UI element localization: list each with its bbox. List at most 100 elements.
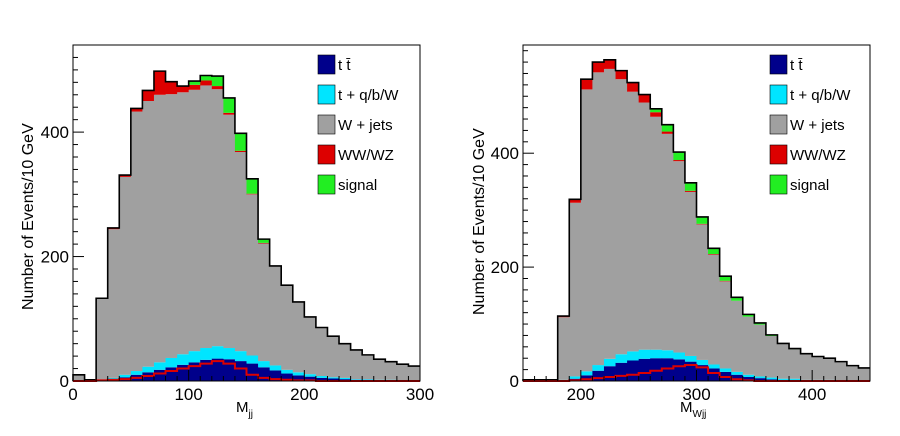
left-bar-signal-16	[258, 239, 271, 243]
right-legend-swatch-diboson	[769, 144, 788, 165]
right-legend-swatch-ttbar	[769, 54, 788, 75]
right-bar-diboson-13	[673, 160, 686, 162]
right-bar-wjets-14	[684, 191, 697, 356]
right-bar-diboson-16	[708, 254, 721, 255]
right-bar-ttbar-14	[684, 361, 697, 381]
left-bar-diboson-10	[188, 84, 201, 90]
left-bar-single_top-10	[188, 351, 201, 363]
right-legend-swatch-signal	[769, 174, 788, 195]
right-bar-diboson-4	[569, 199, 582, 203]
left-bar-wjets-22	[327, 336, 340, 378]
left-bar-single_top-11	[200, 348, 213, 360]
left-bar-wjets-17	[269, 266, 282, 366]
right-panel-mwjj: 200 300 400 0 200 400 Number of Events/10 GeV…	[471, 44, 871, 420]
right-bar-single_top-4	[569, 376, 582, 379]
right-bar-single_top-13	[673, 352, 686, 360]
right-bar-wjets-27	[835, 361, 848, 381]
left-bar-diboson-4	[119, 175, 132, 177]
right-bar-wjets-28	[846, 365, 859, 381]
left-bar-single_top-18	[281, 369, 294, 374]
left-bar-single_top-13	[223, 348, 236, 360]
right-bar-diboson-7	[603, 59, 616, 69]
right-bar-wjets-10	[638, 102, 651, 350]
left-bar-single_top-17	[269, 365, 282, 371]
left-y-axis-label: Number of Events/10 GeV	[20, 123, 37, 310]
left-y-tick-label-0: 0	[60, 372, 69, 391]
right-bar-single_top-17	[719, 368, 732, 372]
left-bar-wjets-25	[362, 354, 375, 380]
left-bar-ttbar-21	[315, 377, 328, 381]
left-bar-signal-14	[234, 133, 247, 151]
left-bar-single_top-20	[304, 374, 317, 377]
left-legend-label-diboson: WW/WZ	[338, 147, 394, 164]
right-bar-wjets-3	[557, 317, 570, 380]
left-legend-label-wjets: W + jets	[338, 117, 393, 134]
right-y-tick-label-2: 400	[491, 144, 519, 163]
right-bar-wjets-17	[719, 281, 732, 369]
right-bar-signal-12	[661, 124, 674, 132]
right-x-axis-label: MWjj	[680, 399, 706, 420]
right-bar-ttbar-12	[661, 358, 674, 381]
right-bar-wjets-11	[650, 116, 663, 350]
right-axes: 200 300 400 0 200 400	[491, 50, 871, 404]
left-bar-single_top-7	[153, 362, 166, 370]
right-bar-wjets-13	[673, 161, 686, 353]
left-bar-wjets-9	[177, 92, 190, 355]
right-x-tick-label-1: 300	[682, 385, 710, 404]
right-bar-ttbar-7	[603, 366, 616, 381]
left-bar-single_top-22	[327, 377, 340, 379]
right-bar-signal-15	[696, 216, 709, 224]
right-bar-ttbar-11	[650, 358, 663, 381]
left-bar-wjets-8	[165, 94, 178, 358]
left-bar-diboson-14	[234, 150, 247, 153]
left-bar-wjets-5	[130, 111, 143, 372]
right-x-tick-label-0: 200	[567, 385, 595, 404]
right-bar-wjets-24	[800, 354, 813, 380]
left-x-label-sub: jj	[248, 409, 253, 420]
left-bar-ttbar-10	[188, 362, 201, 381]
left-bar-wjets-21	[315, 327, 328, 377]
left-bar-wjets-15	[246, 194, 259, 356]
left-stacked-bars	[73, 71, 421, 381]
right-bar-single_top-15	[696, 359, 709, 366]
right-bar-wjets-8	[615, 79, 628, 355]
left-legend-label-signal: signal	[338, 177, 377, 194]
left-bar-wjets-23	[339, 343, 351, 378]
right-legend-label-wjets: W + jets	[790, 117, 845, 134]
right-bar-wjets-26	[823, 358, 836, 380]
right-bar-signal-17	[719, 276, 732, 281]
left-bar-single_top-9	[177, 354, 190, 365]
left-x-tick-label-2: 200	[290, 385, 318, 404]
left-bar-single_top-16	[258, 361, 271, 368]
right-bar-ttbar-16	[708, 368, 721, 381]
left-bar-wjets-10	[188, 89, 201, 352]
right-bar-ttbar-19	[742, 377, 755, 381]
right-bar-ttbar-13	[673, 359, 686, 381]
right-legend-label-ttbar: t t̄	[790, 57, 803, 74]
right-bar-signal-14	[684, 182, 697, 191]
right-bar-single_top-20	[754, 376, 767, 379]
left-bar-single_top-12	[211, 346, 224, 359]
right-x-label-main: M	[680, 399, 693, 416]
left-legend-swatch-diboson	[317, 144, 336, 165]
left-bar-ttbar-13	[223, 359, 236, 381]
left-x-label-main: M	[236, 399, 249, 416]
right-bar-ttbar-8	[615, 362, 628, 381]
right-bar-diboson-5	[580, 79, 593, 90]
left-bar-signal-13	[223, 97, 236, 113]
left-bar-diboson-13	[223, 112, 236, 115]
left-bar-ttbar-20	[304, 376, 317, 381]
right-bar-wjets-29	[858, 367, 871, 381]
right-bar-wjets-22	[777, 343, 790, 379]
left-bar-wjets-28	[396, 364, 409, 381]
left-bar-wjets-18	[281, 285, 294, 370]
left-y-tick-label-1: 200	[41, 248, 69, 267]
left-bar-wjets-27	[385, 361, 398, 380]
left-bar-wjets-11	[200, 85, 213, 349]
left-bar-wjets-0	[73, 374, 85, 381]
right-bar-single_top-22	[777, 378, 790, 380]
right-bar-diboson-17	[719, 280, 732, 282]
left-bar-ttbar-11	[200, 359, 213, 381]
left-bar-wjets-20	[304, 316, 317, 375]
